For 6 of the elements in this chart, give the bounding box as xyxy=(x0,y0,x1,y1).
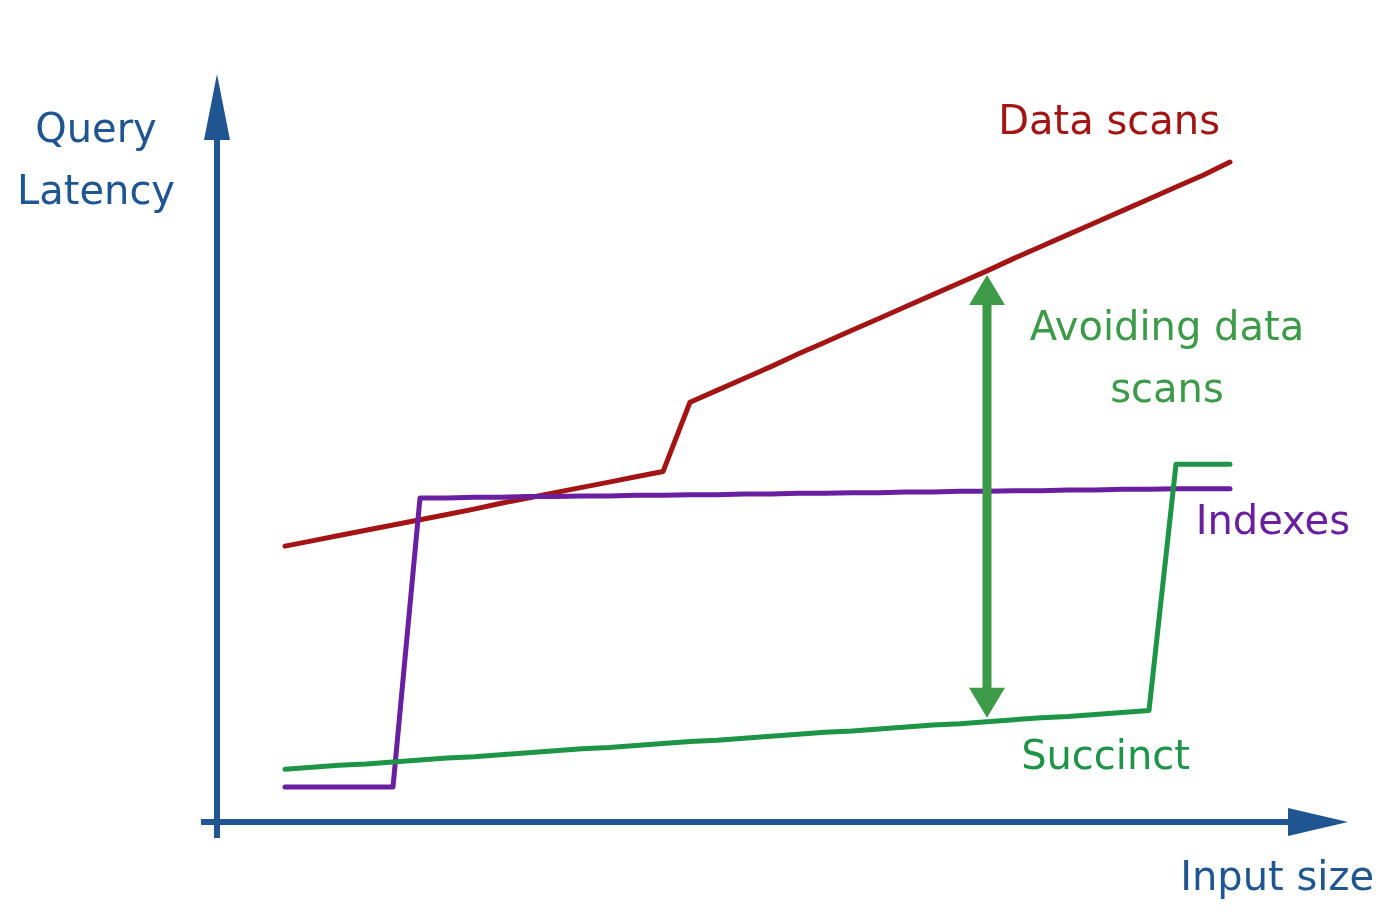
y-axis-title: Query Latency xyxy=(16,105,176,213)
series-label: Data scans xyxy=(998,97,1220,143)
annotation: Avoiding data scans xyxy=(1029,303,1305,411)
x-axis-title: Input size xyxy=(1180,853,1374,899)
series-label: Indexes xyxy=(1195,496,1350,543)
series-label: Succinct xyxy=(1021,732,1190,779)
